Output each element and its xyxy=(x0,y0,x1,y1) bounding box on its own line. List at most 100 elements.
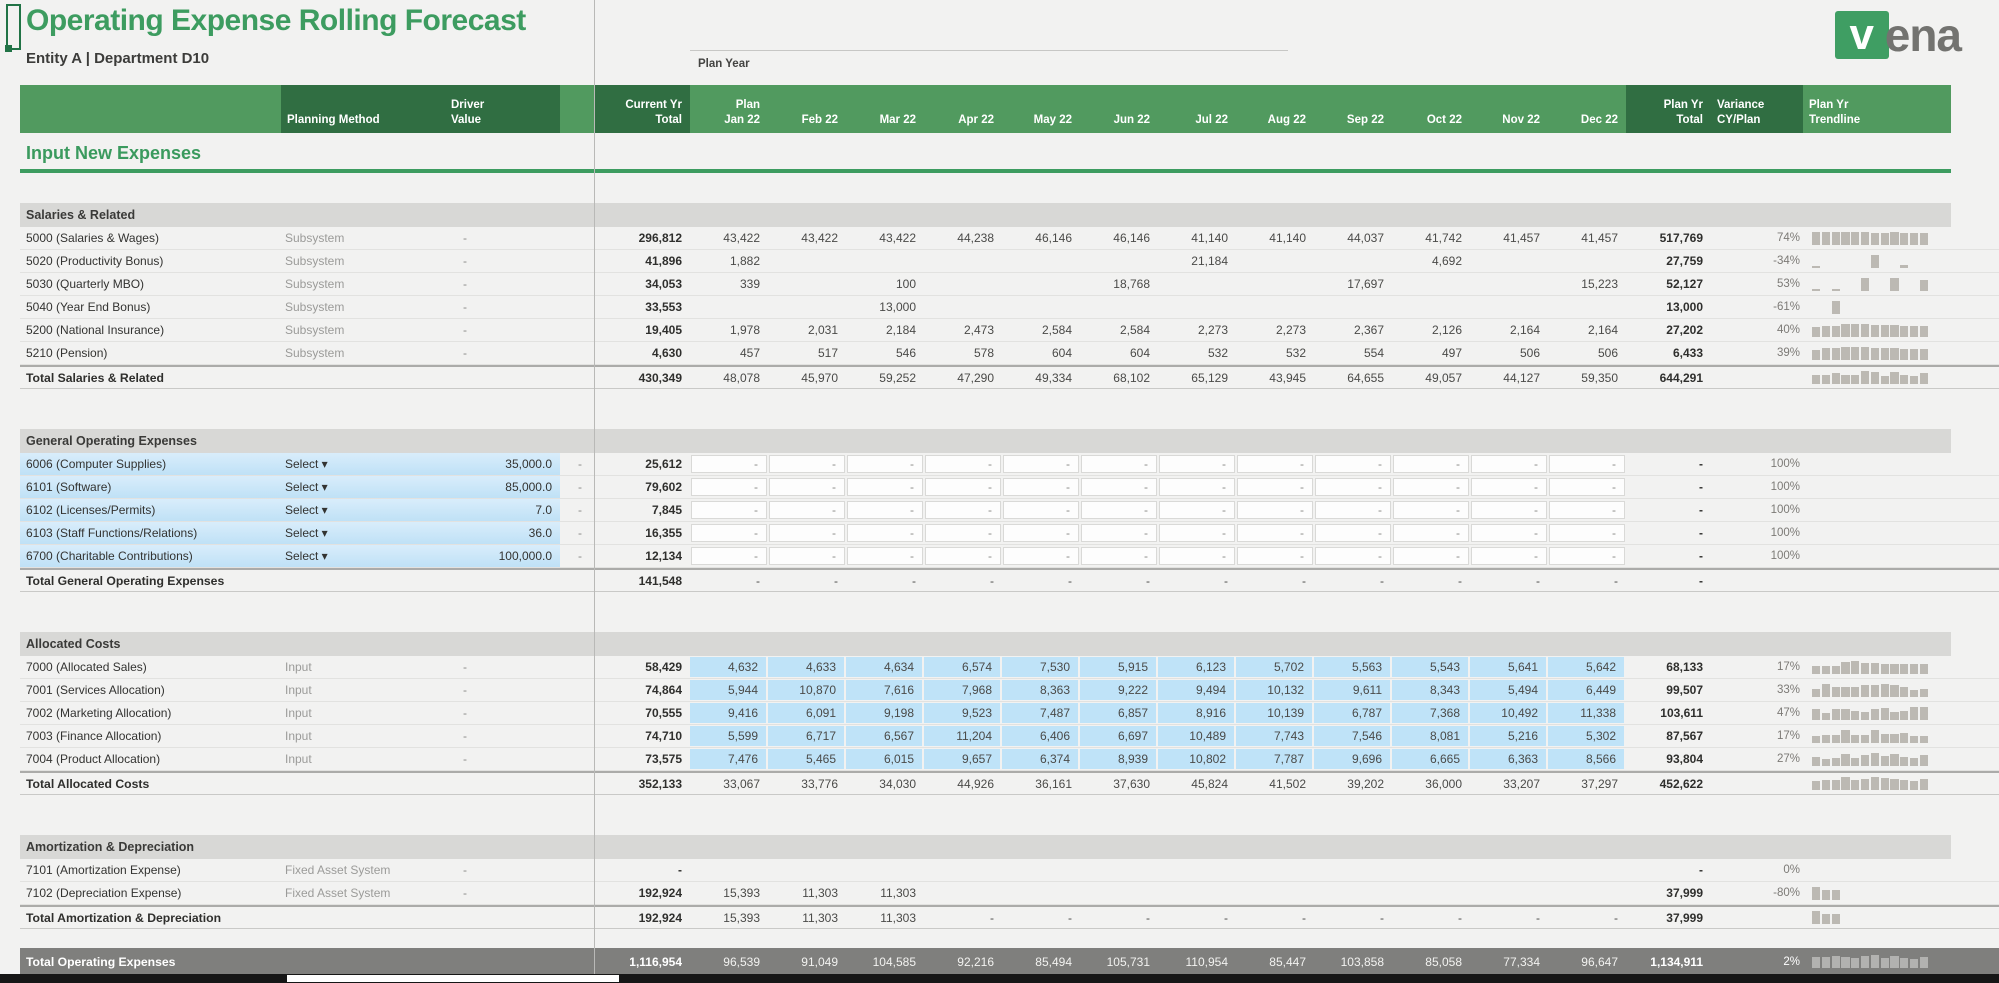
month-cell[interactable]: 9,523 xyxy=(924,703,1002,723)
month-cell[interactable]: 6,665 xyxy=(1392,749,1470,769)
month-cell[interactable]: - xyxy=(847,455,923,473)
planning-method-select[interactable]: Select ▾ xyxy=(281,545,445,567)
month-cell[interactable]: - xyxy=(1003,478,1079,496)
month-cell[interactable]: 10,139 xyxy=(1236,703,1314,723)
month-cell[interactable]: - xyxy=(691,455,767,473)
month-cell[interactable]: 5,642 xyxy=(1548,657,1626,677)
month-cell[interactable]: 10,802 xyxy=(1158,749,1236,769)
month-cell[interactable]: 4,633 xyxy=(768,657,846,677)
month-cell[interactable]: 8,916 xyxy=(1158,703,1236,723)
month-cell[interactable]: - xyxy=(769,455,845,473)
month-cell[interactable]: 9,416 xyxy=(690,703,768,723)
month-cell[interactable]: - xyxy=(847,524,923,542)
month-cell[interactable]: - xyxy=(1081,501,1157,519)
month-cell[interactable]: - xyxy=(1315,524,1391,542)
month-cell[interactable]: - xyxy=(1549,524,1625,542)
month-cell[interactable]: - xyxy=(769,547,845,565)
month-cell[interactable]: 6,787 xyxy=(1314,703,1392,723)
month-cell[interactable]: 9,696 xyxy=(1314,749,1392,769)
month-cell[interactable]: 10,489 xyxy=(1158,726,1236,746)
month-cell[interactable]: 5,494 xyxy=(1470,680,1548,700)
month-cell[interactable]: 6,374 xyxy=(1002,749,1080,769)
account-label[interactable]: 6103 (Staff Functions/Relations) xyxy=(20,522,281,544)
month-cell[interactable]: 6,406 xyxy=(1002,726,1080,746)
month-cell[interactable]: - xyxy=(1393,524,1469,542)
month-cell[interactable]: 5,543 xyxy=(1392,657,1470,677)
month-cell[interactable]: - xyxy=(1471,478,1547,496)
month-cell[interactable]: 9,198 xyxy=(846,703,924,723)
month-cell[interactable]: - xyxy=(691,478,767,496)
month-cell[interactable]: - xyxy=(1471,524,1547,542)
month-cell[interactable]: 6,015 xyxy=(846,749,924,769)
month-cell[interactable]: - xyxy=(925,478,1001,496)
month-cell[interactable]: - xyxy=(925,547,1001,565)
month-cell[interactable]: - xyxy=(1159,524,1235,542)
month-cell[interactable]: - xyxy=(847,478,923,496)
month-cell[interactable]: 10,132 xyxy=(1236,680,1314,700)
month-cell[interactable]: 5,302 xyxy=(1548,726,1626,746)
month-cell[interactable]: 8,343 xyxy=(1392,680,1470,700)
month-cell[interactable]: - xyxy=(1393,455,1469,473)
month-cell[interactable]: - xyxy=(1471,501,1547,519)
month-cell[interactable]: - xyxy=(691,501,767,519)
month-cell[interactable]: - xyxy=(1393,547,1469,565)
month-cell[interactable]: 6,449 xyxy=(1548,680,1626,700)
driver-value-input[interactable]: 36.0 xyxy=(445,522,560,544)
month-cell[interactable]: - xyxy=(1237,478,1313,496)
month-cell[interactable]: - xyxy=(1237,524,1313,542)
driver-value-input[interactable]: 85,000.0 xyxy=(445,476,560,498)
month-cell[interactable]: - xyxy=(1315,547,1391,565)
month-cell[interactable]: 7,368 xyxy=(1392,703,1470,723)
month-cell[interactable]: - xyxy=(1003,547,1079,565)
account-label[interactable]: 6700 (Charitable Contributions) xyxy=(20,545,281,567)
month-cell[interactable]: - xyxy=(1393,501,1469,519)
month-cell[interactable]: 4,632 xyxy=(690,657,768,677)
month-cell[interactable]: 5,702 xyxy=(1236,657,1314,677)
month-cell[interactable]: - xyxy=(1081,524,1157,542)
month-cell[interactable]: 8,566 xyxy=(1548,749,1626,769)
account-label[interactable]: 6006 (Computer Supplies) xyxy=(20,453,281,475)
driver-value-input[interactable]: 100,000.0 xyxy=(445,545,560,567)
month-cell[interactable]: - xyxy=(1315,455,1391,473)
month-cell[interactable]: 6,697 xyxy=(1080,726,1158,746)
month-cell[interactable]: - xyxy=(1237,547,1313,565)
sheet-tab[interactable] xyxy=(287,975,619,982)
month-cell[interactable]: 5,915 xyxy=(1080,657,1158,677)
driver-value-input[interactable]: 7.0 xyxy=(445,499,560,521)
month-cell[interactable]: 9,494 xyxy=(1158,680,1236,700)
month-cell[interactable]: 6,857 xyxy=(1080,703,1158,723)
month-cell[interactable]: 9,222 xyxy=(1080,680,1158,700)
month-cell[interactable]: 6,363 xyxy=(1470,749,1548,769)
month-cell[interactable]: - xyxy=(1315,501,1391,519)
month-cell[interactable]: - xyxy=(1159,455,1235,473)
month-cell[interactable]: 9,657 xyxy=(924,749,1002,769)
month-cell[interactable]: 11,338 xyxy=(1548,703,1626,723)
month-cell[interactable]: 6,717 xyxy=(768,726,846,746)
month-cell[interactable]: - xyxy=(847,547,923,565)
month-cell[interactable]: 8,363 xyxy=(1002,680,1080,700)
month-cell[interactable]: - xyxy=(1471,547,1547,565)
month-cell[interactable]: - xyxy=(1237,501,1313,519)
month-cell[interactable]: 5,944 xyxy=(690,680,768,700)
month-cell[interactable]: 10,492 xyxy=(1470,703,1548,723)
month-cell[interactable]: - xyxy=(1081,547,1157,565)
month-cell[interactable]: 5,599 xyxy=(690,726,768,746)
month-cell[interactable]: - xyxy=(691,547,767,565)
planning-method-select[interactable]: Select ▾ xyxy=(281,522,445,544)
month-cell[interactable]: - xyxy=(769,524,845,542)
planning-method-select[interactable]: Select ▾ xyxy=(281,453,445,475)
month-cell[interactable]: - xyxy=(1549,455,1625,473)
planning-method-select[interactable]: Select ▾ xyxy=(281,476,445,498)
month-cell[interactable]: 6,091 xyxy=(768,703,846,723)
month-cell[interactable]: - xyxy=(1159,547,1235,565)
month-cell[interactable]: - xyxy=(847,501,923,519)
month-cell[interactable]: 9,611 xyxy=(1314,680,1392,700)
month-cell[interactable]: 10,870 xyxy=(768,680,846,700)
month-cell[interactable]: 5,465 xyxy=(768,749,846,769)
month-cell[interactable]: - xyxy=(1003,524,1079,542)
month-cell[interactable]: 7,743 xyxy=(1236,726,1314,746)
driver-value-input[interactable]: 35,000.0 xyxy=(445,453,560,475)
month-cell[interactable]: - xyxy=(925,501,1001,519)
month-cell[interactable]: - xyxy=(1159,501,1235,519)
month-cell[interactable]: 8,081 xyxy=(1392,726,1470,746)
